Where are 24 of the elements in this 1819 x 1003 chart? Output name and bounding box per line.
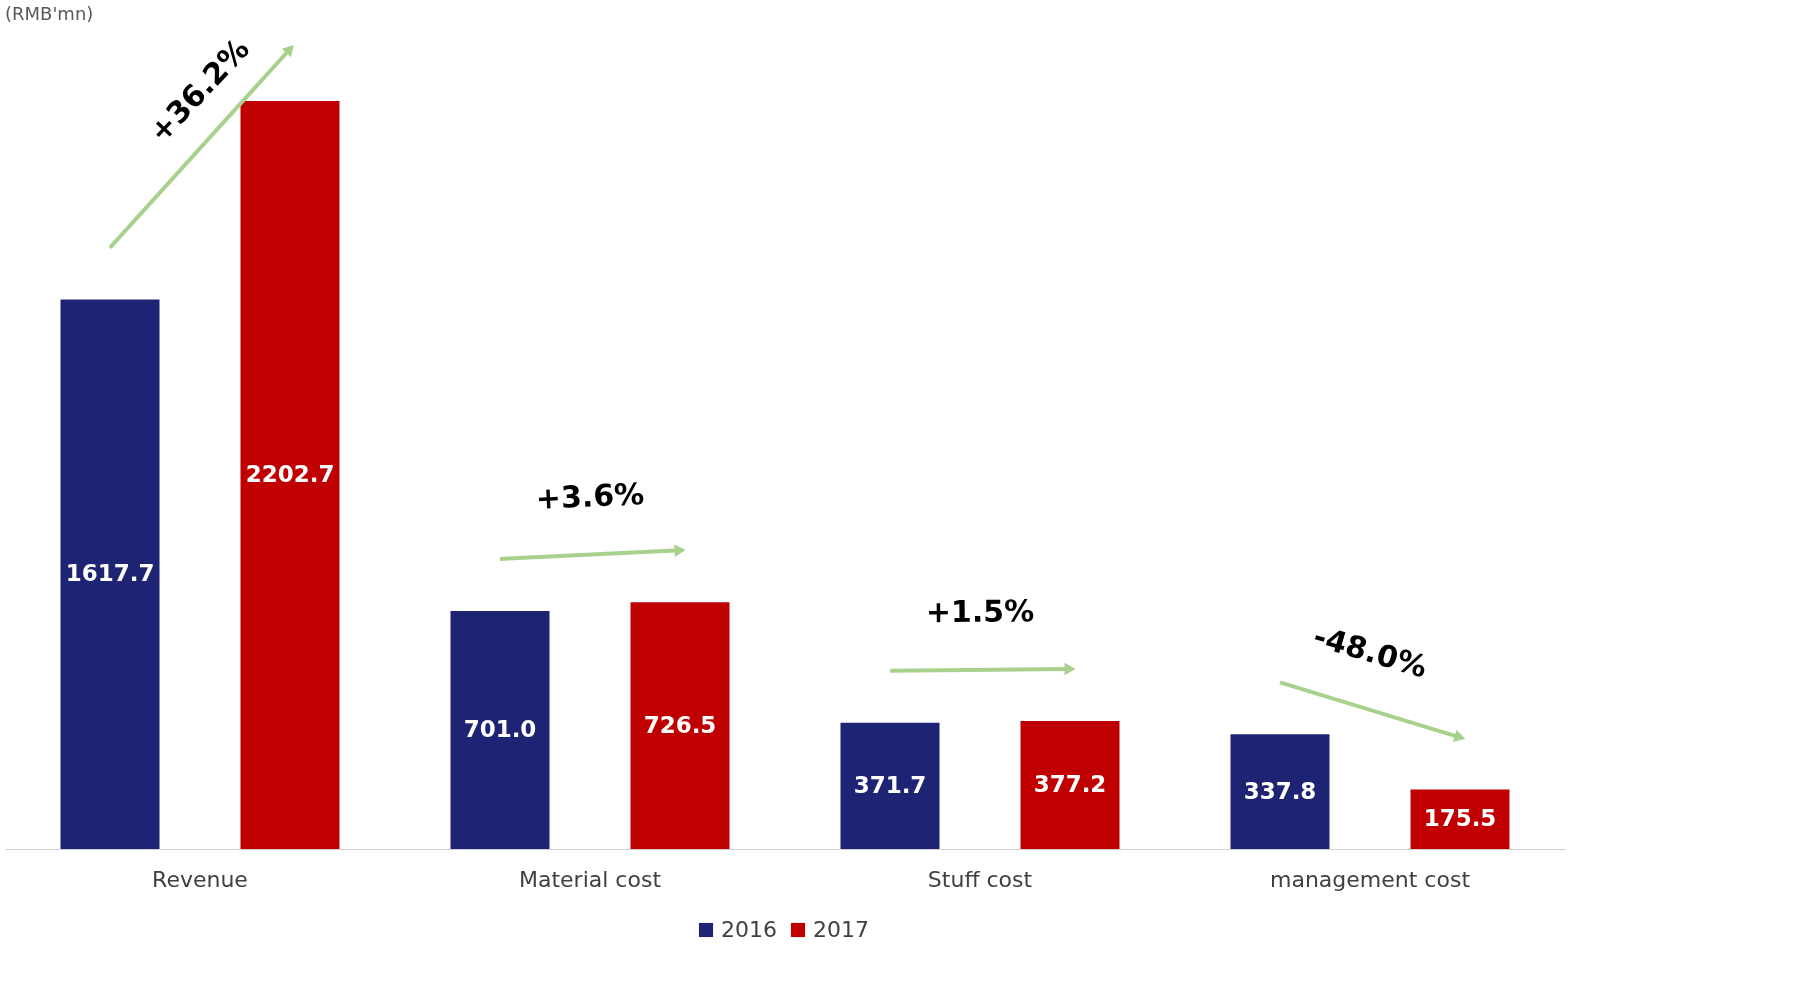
x-tick-label: Material cost [518,866,662,892]
data-label: 726.5 [643,711,717,738]
bar [1410,789,1510,849]
bar [60,299,160,849]
data-label: 2202.7 [245,460,335,487]
legend-label: 2016 [721,917,777,942]
annotation: -48.0% [1309,618,1432,685]
bar [1020,720,1120,849]
annotation: +3.6% [535,476,645,516]
x-tick-label: management cost [1269,866,1471,892]
text: (RMB'mn) [5,2,94,24]
legend-label: 2017 [813,917,869,942]
data-label: 701.0 [463,715,537,742]
bar [630,602,730,849]
x-tick-label: Stuff cost [927,866,1033,892]
data-label: 337.8 [1243,777,1317,804]
data-label: 377.2 [1033,770,1107,797]
x-tick-label: Revenue [152,866,248,892]
bar [840,722,940,849]
data-label: 371.7 [853,771,927,798]
data-label: 175.5 [1423,805,1497,832]
data-label: 1617.7 [65,560,155,587]
annotation: +1.5% [925,593,1035,630]
bar [450,610,550,849]
